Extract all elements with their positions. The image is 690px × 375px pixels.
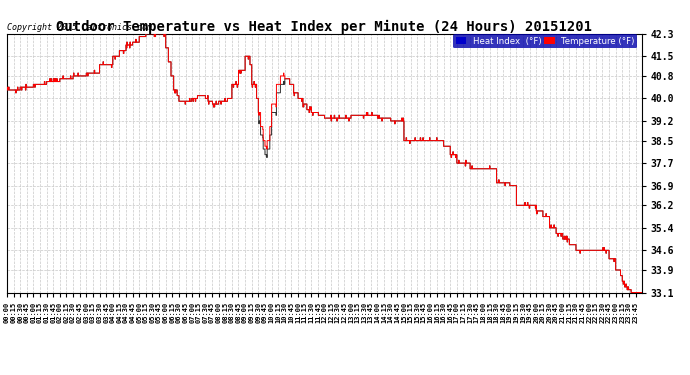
Text: Copyright 2015 Cartronics.com: Copyright 2015 Cartronics.com <box>7 24 152 33</box>
Title: Outdoor Temperature vs Heat Index per Minute (24 Hours) 20151201: Outdoor Temperature vs Heat Index per Mi… <box>57 20 592 34</box>
Legend: Heat Index  (°F), Temperature (°F): Heat Index (°F), Temperature (°F) <box>453 34 638 48</box>
